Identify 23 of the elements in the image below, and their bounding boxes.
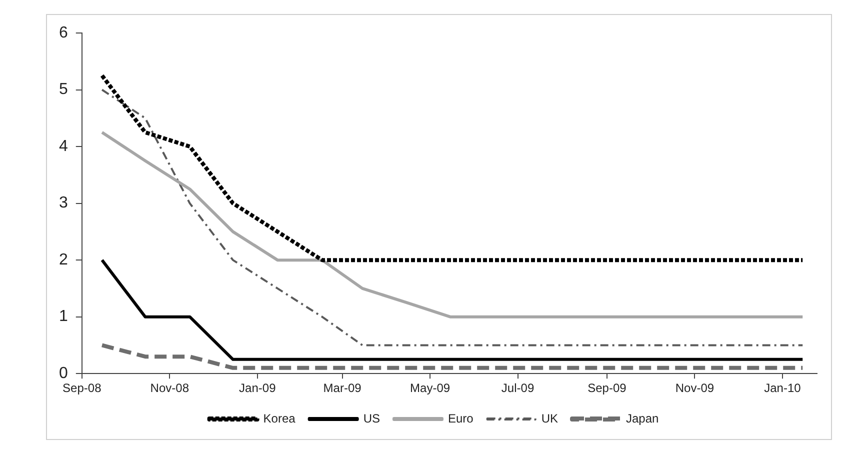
y-tick-label: 2: [58, 251, 68, 268]
legend-label: Japan: [626, 411, 659, 426]
y-tick-label: 1: [58, 308, 68, 326]
x-tick-label: Mar-09: [323, 381, 362, 396]
y-tick-label: 3: [58, 194, 68, 212]
y-tick-label: 0: [58, 365, 68, 382]
y-tick-label: 5: [58, 81, 68, 98]
legend-label: UK: [541, 411, 558, 426]
y-tick-label: 4: [58, 138, 68, 155]
x-tick-label: Sep-09: [588, 381, 627, 396]
x-tick-label: Nov-08: [150, 381, 190, 396]
y-tick-label: 6: [58, 24, 68, 42]
legend-label: Euro: [448, 411, 474, 426]
legend-label: US: [363, 411, 380, 426]
x-tick-label: Jan-10: [764, 381, 802, 396]
legend-label: Korea: [263, 411, 296, 426]
x-tick-label: Sep-08: [62, 381, 102, 396]
x-tick-label: Nov-09: [675, 381, 714, 396]
x-tick-label: May-09: [410, 381, 450, 396]
line-series: [100, 74, 805, 262]
x-tick-label: Jan-09: [239, 381, 276, 396]
line-series: [101, 88, 804, 346]
x-tick-label: Jul-09: [501, 381, 534, 396]
